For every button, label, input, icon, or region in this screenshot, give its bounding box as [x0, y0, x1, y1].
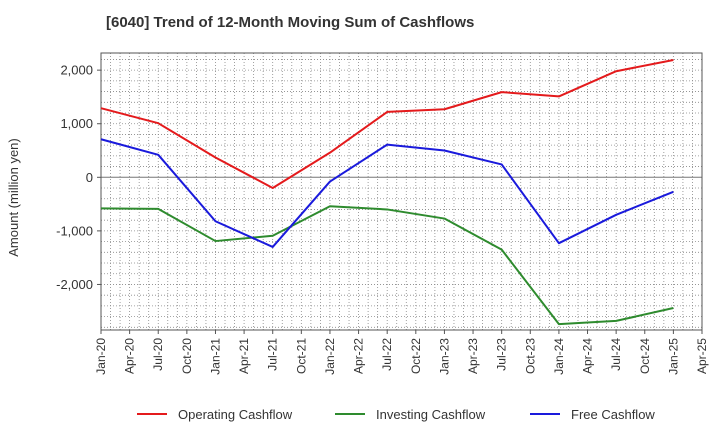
x-tick-label: Apr-24 [581, 338, 595, 374]
x-tick-label: Jul-21 [266, 338, 280, 371]
x-tick-label: Apr-22 [352, 338, 366, 374]
x-tick-label: Jan-25 [666, 338, 680, 375]
x-tick-label: Jul-20 [151, 338, 165, 371]
y-tick-label: -1,000 [56, 223, 93, 238]
y-tick-label: -2,000 [56, 277, 93, 292]
legend-label: Free Cashflow [571, 407, 655, 422]
legend-layer: Operating Cashflow Investing Cashflow Free… [137, 407, 655, 422]
y-axis-label: Amount (million yen) [6, 138, 21, 257]
x-tick-label: Oct-21 [294, 338, 308, 374]
x-tick-label: Apr-21 [237, 338, 251, 374]
y-tick-label: 0 [86, 170, 93, 185]
y-tick-label: 2,000 [60, 63, 93, 78]
legend-label: Operating Cashflow [178, 407, 293, 422]
x-tick-label: Oct-23 [523, 338, 537, 374]
x-tick-label: Apr-25 [695, 338, 709, 374]
x-tick-label: Jan-24 [552, 338, 566, 375]
x-tick-label: Jan-23 [437, 338, 451, 375]
legend-label: Investing Cashflow [376, 407, 486, 422]
x-tick-label: Jul-23 [495, 338, 509, 371]
axis-layer: 2,000 1,000 0 -1,000 -2,000 Jan-20 Apr-20 Jul-2… [6, 52, 709, 375]
series-layer [100, 58, 674, 326]
y-tick-label: 1,000 [60, 116, 93, 131]
x-tick-label: Apr-23 [466, 338, 480, 374]
x-tick-label: Oct-22 [409, 338, 423, 374]
x-tick-label: Jul-22 [380, 338, 394, 371]
series-line-investing-cashflow [100, 205, 674, 326]
x-tick-label: Jan-22 [323, 338, 337, 375]
plot-area-frame [100, 52, 703, 331]
chart-title: [6040] Trend of 12-Month Moving Sum of C… [106, 14, 475, 31]
grid-layer [101, 53, 702, 330]
x-tick-label: Jul-24 [609, 338, 623, 371]
x-tick-label: Jan-21 [208, 338, 222, 375]
x-tick-label: Jan-20 [94, 338, 108, 375]
x-tick-label: Apr-20 [123, 338, 137, 374]
x-tick-label: Oct-24 [638, 338, 652, 374]
x-tick-label: Oct-20 [180, 338, 194, 374]
